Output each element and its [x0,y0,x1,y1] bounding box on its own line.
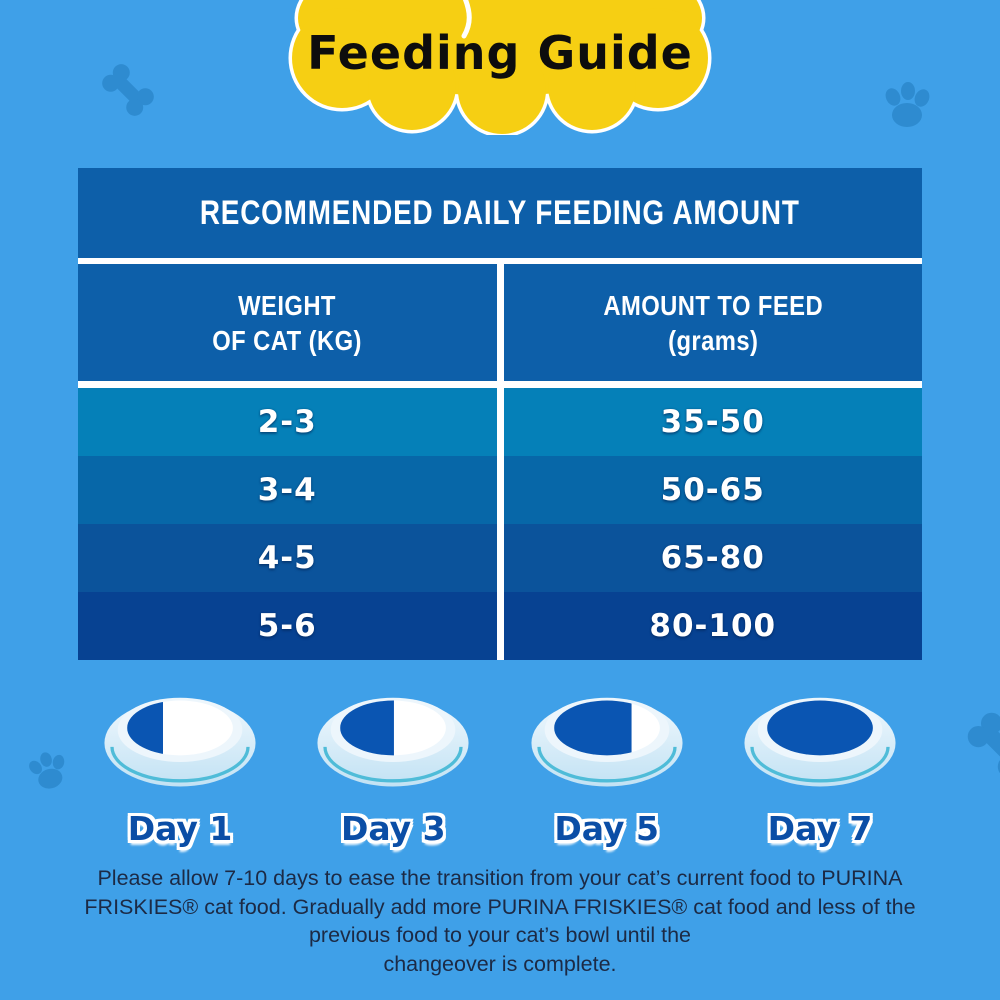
note-line: previous food to your cat’s bowl until t… [308,923,692,947]
note-line: changeover is complete. [383,951,617,976]
weight-cell: 4-5 [78,524,497,592]
amount-cell: 80-100 [503,592,922,660]
title-cloud [280,0,720,138]
transition-note: Please allow 7-10 days to ease the trans… [0,864,1000,978]
bowl-day-7: Day 7 [735,688,905,848]
weight-cell: 2-3 [78,388,497,456]
weight-cell: 3-4 [78,456,497,524]
paw-icon [29,752,65,789]
bone-icon [967,712,1000,778]
column-subtitle: (grams) [667,324,758,356]
table-header: RECOMMENDED DAILY FEEDING AMOUNT [78,168,922,258]
bowl-icon [744,697,896,787]
weight-cell: 5-6 [78,592,497,660]
table-row: 2-3 35-50 [78,388,922,456]
bowl-icon [104,697,256,787]
table-row: 4-5 65-80 [78,524,922,592]
day-label: Day 7 [767,809,873,848]
day-label: Day 3 [341,809,446,848]
day-label: Day 5 [554,809,659,848]
table-header-label: RECOMMENDED DAILY FEEDING AMOUNT [200,193,800,232]
table-row: 3-4 50-65 [78,456,922,524]
bowl-day-1: Day 1 [95,688,265,848]
bowl-icon [531,697,683,787]
paw-icon [885,82,930,127]
column-title: AMOUNT TO FEED [602,289,823,321]
page-title: Feeding Guide [307,26,693,80]
note-line: FRISKIES® cat food. Gradually add more P… [84,894,916,919]
cloud-icon [288,0,712,138]
note-line: Please allow 7-10 days to ease the trans… [97,866,903,890]
amount-cell: 65-80 [503,524,922,592]
column-header-weight: WEIGHT OF CAT (KG) [78,264,497,381]
transition-bowls-row: Day 1 Day 3 Day 5 [95,688,905,848]
day-label: Day 1 [127,809,233,848]
bowl-day-5: Day 5 [522,688,692,848]
feeding-table: RECOMMENDED DAILY FEEDING AMOUNT WEIGHT … [78,168,922,660]
column-title: WEIGHT [238,289,337,321]
column-header-amount: AMOUNT TO FEED (grams) [503,264,922,381]
bowl-icon [317,697,469,787]
bowl-day-3: Day 3 [308,688,478,848]
column-subtitle: OF CAT (KG) [212,324,363,356]
bone-icon [102,64,154,116]
amount-cell: 35-50 [503,388,922,456]
table-row: 5-6 80-100 [78,592,922,660]
amount-cell: 50-65 [503,456,922,524]
column-header-row: WEIGHT OF CAT (KG) AMOUNT TO FEED (grams… [78,264,922,381]
